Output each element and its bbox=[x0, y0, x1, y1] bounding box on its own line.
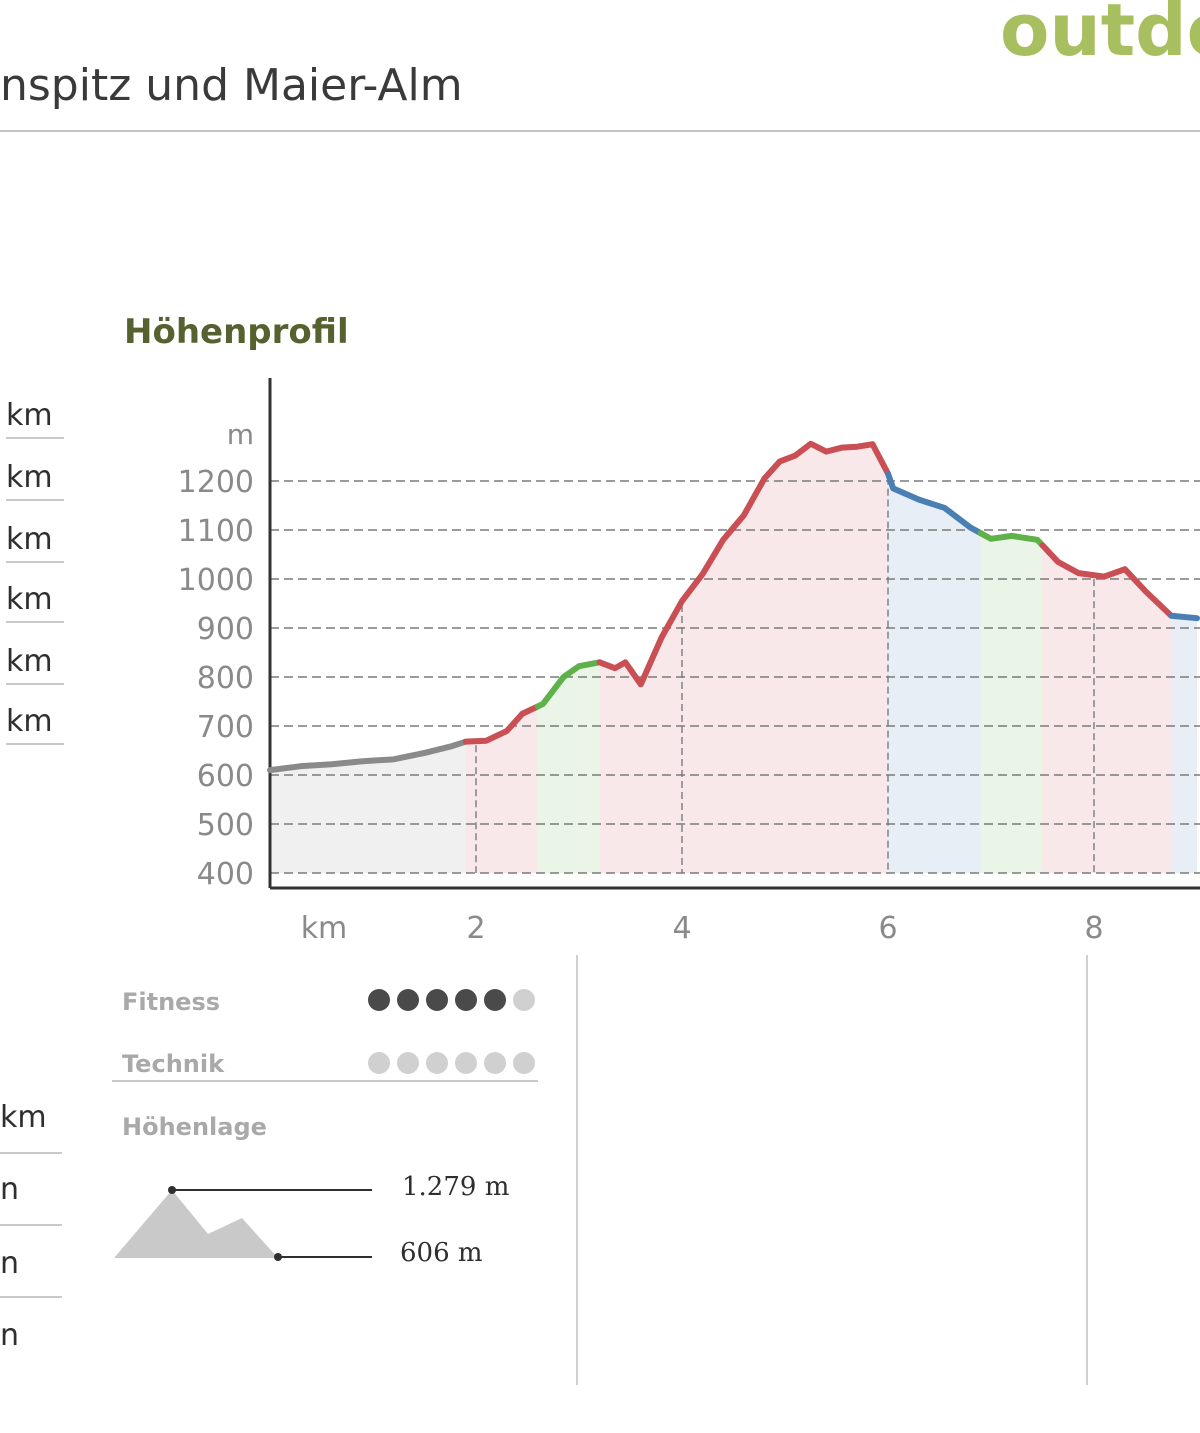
fitness-label: Fitness bbox=[122, 988, 221, 1016]
y-tick-label: 1100 bbox=[178, 514, 254, 549]
stat-unit-6: km bbox=[6, 704, 64, 745]
stat-unit-2: km bbox=[6, 460, 64, 501]
hoehenlage-label: Höhenlage bbox=[122, 1113, 267, 1141]
elevation-profile-title: Höhenprofil bbox=[124, 312, 349, 352]
rating-dot bbox=[455, 989, 477, 1011]
rating-dot bbox=[513, 1052, 535, 1074]
segment-fill-easy bbox=[537, 662, 600, 873]
stat-lower-divider bbox=[0, 1152, 62, 1154]
segment-fill-difficult bbox=[599, 443, 888, 873]
segment-fill-easy bbox=[980, 533, 1043, 873]
rating-dot bbox=[426, 1052, 448, 1074]
rating-dot bbox=[368, 989, 390, 1011]
rating-dot bbox=[455, 1052, 477, 1074]
rating-dot bbox=[397, 1052, 419, 1074]
y-axis-unit: m bbox=[227, 418, 254, 451]
stat-lower-4: n bbox=[0, 1318, 20, 1353]
rating-dot bbox=[513, 989, 535, 1011]
brand-logo-text: outdo bbox=[1000, 0, 1200, 72]
x-tick-label: 6 bbox=[878, 911, 897, 946]
segment-fill-medium bbox=[1171, 615, 1197, 873]
ratings-divider bbox=[112, 1080, 538, 1082]
stat-unit-5: km bbox=[6, 644, 64, 685]
y-tick-label: 400 bbox=[197, 857, 254, 892]
stat-lower-divider bbox=[0, 1296, 62, 1298]
elevation-profile-chart: 400 500 600 700 800 900 1000 1100 1200 m 2 4 6 8 km bbox=[178, 378, 1200, 946]
stat-lower-divider bbox=[0, 1224, 62, 1226]
stat-lower-1: km bbox=[0, 1100, 47, 1135]
profile-line-easy bbox=[977, 530, 1046, 549]
profile-line-medium bbox=[885, 470, 984, 537]
stat-unit-3: km bbox=[6, 522, 64, 563]
rating-dot bbox=[426, 989, 448, 1011]
profile-line-difficult bbox=[462, 703, 541, 745]
rating-dot bbox=[368, 1052, 390, 1074]
title-divider bbox=[0, 130, 1200, 132]
y-tick-label: 800 bbox=[197, 661, 254, 696]
mountain-altitude-icon bbox=[114, 1186, 372, 1261]
segment-fill-difficult bbox=[465, 706, 538, 873]
stat-unit-distance: km bbox=[6, 398, 64, 439]
tour-title: nspitz und Maier-Alm bbox=[0, 60, 463, 111]
y-tick-label: 1200 bbox=[178, 465, 254, 500]
fitness-rating-dots bbox=[368, 989, 535, 1011]
profile-line-difficult bbox=[596, 440, 891, 688]
stat-lower-3: n bbox=[0, 1246, 20, 1281]
x-axis-unit: km bbox=[301, 911, 348, 946]
rating-dot bbox=[397, 989, 419, 1011]
column-divider bbox=[1086, 955, 1088, 1385]
profile-line-unrated bbox=[267, 738, 469, 774]
technik-rating-dots bbox=[368, 1052, 535, 1074]
profile-line-easy bbox=[534, 659, 603, 710]
y-tick-label: 600 bbox=[197, 759, 254, 794]
stat-lower-2: n bbox=[0, 1172, 20, 1207]
x-tick-label: 8 bbox=[1084, 911, 1103, 946]
y-tick-label: 1000 bbox=[178, 563, 254, 598]
x-tick-label: 4 bbox=[672, 911, 691, 946]
stat-unit-4: km bbox=[6, 582, 64, 623]
x-tick-label: 2 bbox=[466, 911, 485, 946]
min-altitude-value: 606 m bbox=[400, 1238, 483, 1268]
rating-dot bbox=[484, 1052, 506, 1074]
segment-fill-medium bbox=[888, 473, 981, 873]
technik-label: Technik bbox=[122, 1050, 225, 1078]
y-tick-label: 900 bbox=[197, 612, 254, 647]
profile-line-difficult bbox=[1039, 542, 1175, 619]
y-tick-label: 700 bbox=[197, 710, 254, 745]
rating-dot bbox=[484, 989, 506, 1011]
max-altitude-value: 1.279 m bbox=[402, 1172, 510, 1202]
column-divider bbox=[576, 955, 578, 1385]
profile-line-medium bbox=[1168, 612, 1200, 622]
y-tick-label: 500 bbox=[197, 808, 254, 843]
